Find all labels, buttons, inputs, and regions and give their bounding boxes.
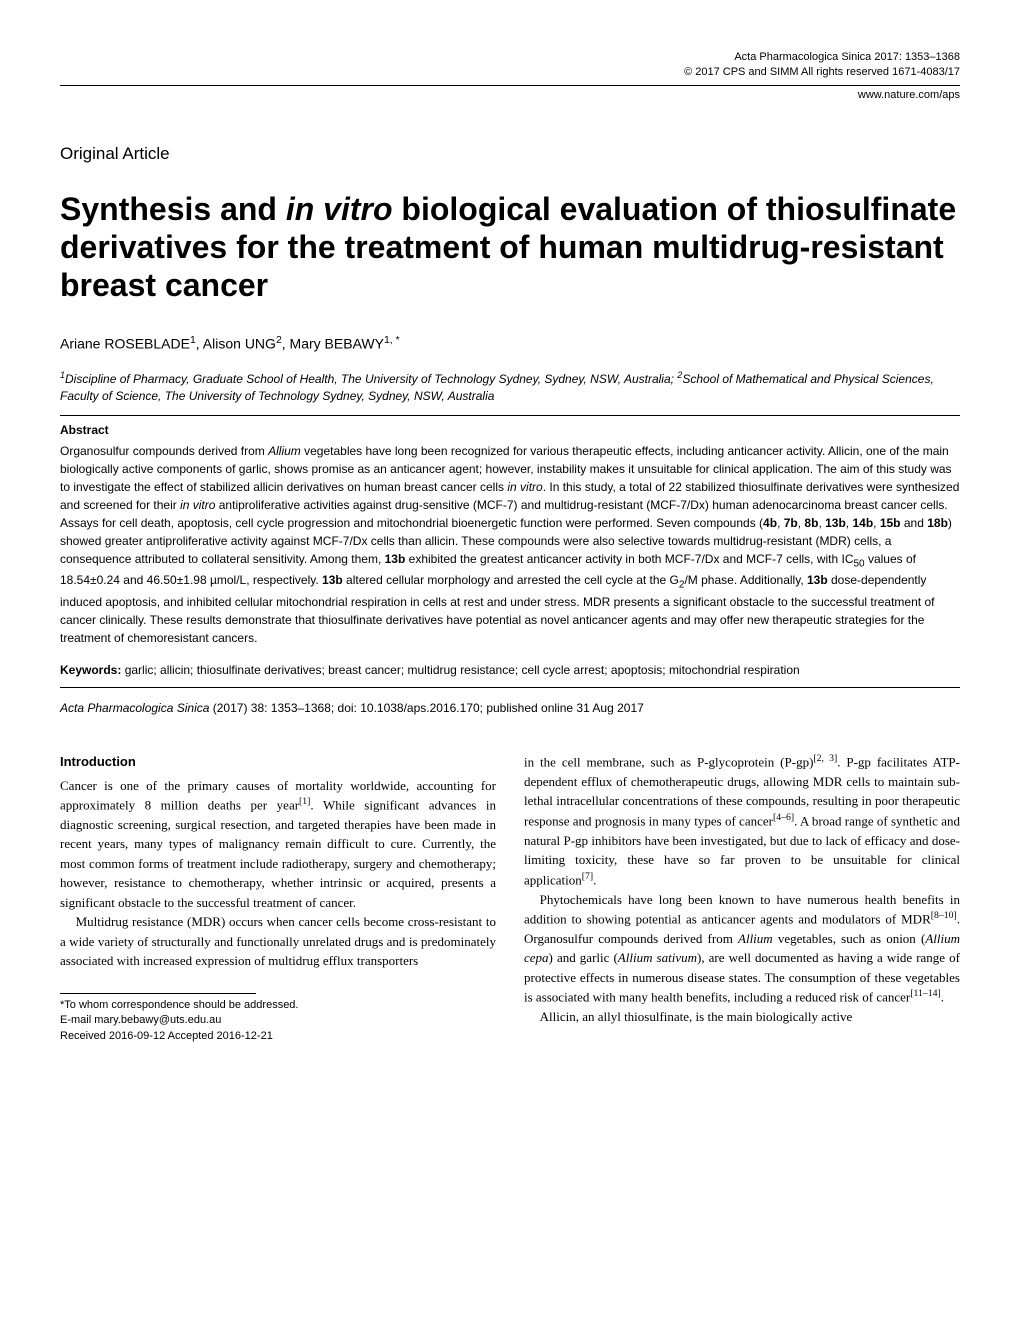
section-label: Original Article <box>60 143 960 166</box>
affiliations: 1Discipline of Pharmacy, Graduate School… <box>60 369 960 405</box>
right-p3: Allicin, an allyl thiosulfinate, is the … <box>524 1007 960 1027</box>
intro-p1: Cancer is one of the primary causes of m… <box>60 776 496 913</box>
keywords: Keywords: garlic; allicin; thiosulfinate… <box>60 661 960 679</box>
journal-url: www.nature.com/aps <box>60 85 960 103</box>
body-columns: Introduction Cancer is one of the primar… <box>60 752 960 1044</box>
copyright-line: © 2017 CPS and SIMM All rights reserved … <box>60 65 960 80</box>
rule-top <box>60 415 960 416</box>
header-meta: Acta Pharmacologica Sinica 2017: 1353–13… <box>60 50 960 81</box>
citation-details: (2017) 38: 1353–1368; doi: 10.1038/aps.2… <box>213 701 644 715</box>
right-p1: in the cell membrane, such as P-glycopro… <box>524 752 960 889</box>
footnote-email: E-mail mary.bebawy@uts.edu.au <box>60 1013 496 1028</box>
intro-p2: Multidrug resistance (MDR) occurs when c… <box>60 912 496 971</box>
keywords-label: Keywords: <box>60 663 121 677</box>
left-column: Introduction Cancer is one of the primar… <box>60 752 496 1044</box>
author-list: Ariane ROSEBLADE1, Alison UNG2, Mary BEB… <box>60 333 960 354</box>
footnote-dates: Received 2016-09-12 Accepted 2016-12-21 <box>60 1029 496 1044</box>
rule-mid <box>60 687 960 688</box>
right-column: in the cell membrane, such as P-glycopro… <box>524 752 960 1044</box>
journal-issue-line: Acta Pharmacologica Sinica 2017: 1353–13… <box>60 50 960 65</box>
footnote-rule <box>60 993 256 994</box>
footnote-correspondence: *To whom correspondence should be addres… <box>60 998 496 1013</box>
citation: Acta Pharmacologica Sinica (2017) 38: 13… <box>60 700 960 716</box>
abstract-body: Organosulfur compounds derived from Alli… <box>60 442 960 647</box>
article-title: Synthesis and in vitro biological evalua… <box>60 190 960 305</box>
citation-journal: Acta Pharmacologica Sinica <box>60 701 209 715</box>
introduction-heading: Introduction <box>60 752 496 772</box>
keywords-text: garlic; allicin; thiosulfinate derivativ… <box>125 663 800 677</box>
right-p2: Phytochemicals have long been known to h… <box>524 890 960 1008</box>
abstract-heading: Abstract <box>60 422 960 438</box>
correspondence-footnote: *To whom correspondence should be addres… <box>60 998 496 1044</box>
